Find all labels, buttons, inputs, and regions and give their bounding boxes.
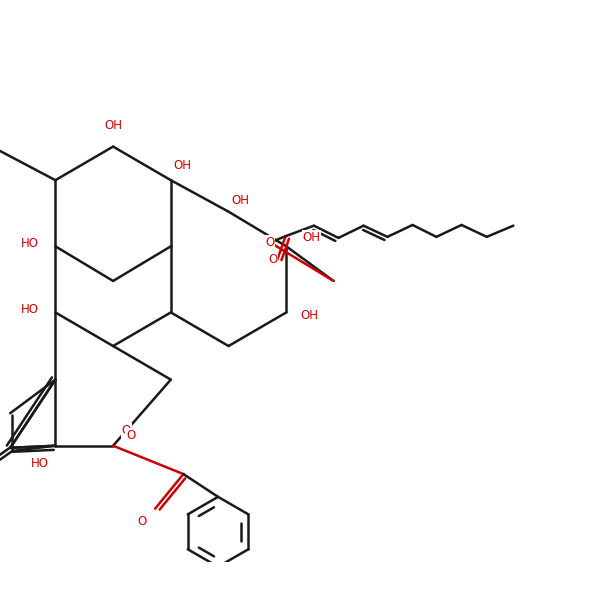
Text: OH: OH: [104, 119, 122, 132]
Text: HO: HO: [21, 303, 39, 316]
Text: O: O: [122, 424, 131, 437]
Text: O: O: [266, 236, 275, 249]
Text: OH: OH: [232, 194, 250, 206]
Text: OH: OH: [302, 231, 320, 244]
Text: O: O: [268, 253, 277, 266]
Text: O: O: [137, 515, 146, 527]
Text: OH: OH: [174, 159, 192, 172]
Text: OH: OH: [301, 309, 319, 322]
Text: HO: HO: [31, 457, 49, 470]
Text: O: O: [126, 429, 135, 442]
Text: HO: HO: [21, 237, 39, 250]
